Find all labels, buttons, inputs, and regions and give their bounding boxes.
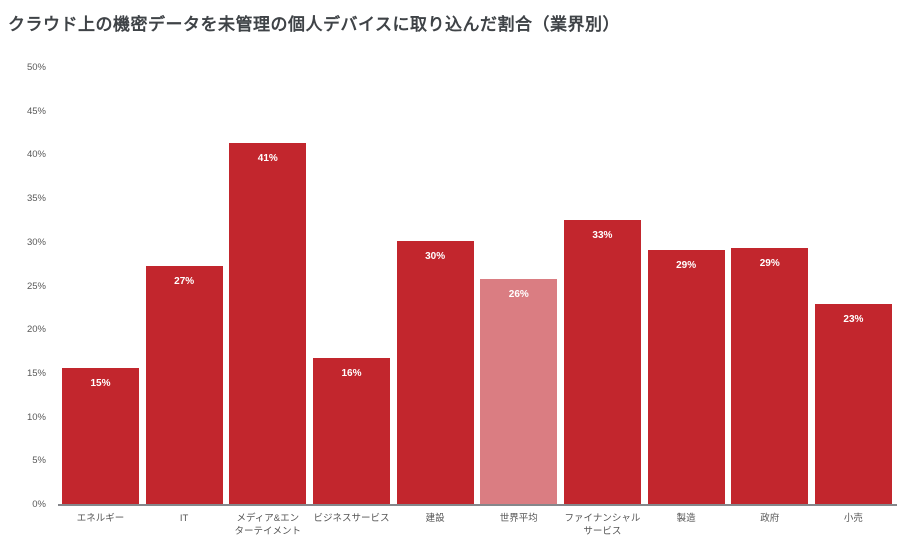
- y-tick-label: 25%: [26, 280, 46, 292]
- x-category-label-text: IT: [179, 513, 189, 524]
- bar-industry: 15%: [62, 367, 139, 505]
- bar-industry: 41%: [229, 143, 307, 505]
- bar-value-label: 29%: [676, 259, 697, 271]
- x-category-label-text: 世界平均: [499, 513, 538, 524]
- bar-industry: 27%: [145, 266, 223, 505]
- bar-industry: 29%: [731, 248, 809, 505]
- bar-industry: 33%: [563, 220, 641, 505]
- x-category-label: 小売: [815, 512, 892, 538]
- bar-value-label: 16%: [341, 368, 362, 380]
- bar-industry: 23%: [814, 303, 892, 505]
- bar-value-label: 41%: [257, 153, 278, 165]
- y-tick-label: 40%: [26, 149, 46, 161]
- x-category-label: 政府: [731, 512, 808, 538]
- x-category-label-text: エネルギー: [76, 513, 125, 524]
- plot-area: 15% 27% 41% 16% 30% 26% 33% 29% 29% 23%: [62, 68, 892, 505]
- chart-title: クラウド上の機密データを未管理の個人デバイスに取り込んだ割合（業界別）: [8, 15, 620, 34]
- y-tick-label: 10%: [26, 411, 46, 423]
- y-tick-label: 15%: [26, 367, 46, 379]
- bar-value-label: 29%: [759, 258, 780, 270]
- y-tick-label: 0%: [32, 499, 46, 510]
- y-tick-label: 35%: [26, 193, 46, 205]
- x-category-label: 製造: [648, 512, 725, 538]
- x-category-label: 世界平均: [480, 512, 557, 538]
- bar-value-label: 33%: [592, 230, 613, 242]
- x-category-label: IT: [146, 512, 223, 538]
- y-tick-label: 45%: [26, 105, 46, 117]
- x-axis-line: [58, 504, 897, 506]
- x-category-label: ファイナンシャル サービス: [564, 512, 641, 538]
- x-category-label-text: 建設: [425, 513, 445, 524]
- x-category-label: メディア&エン ターテイメント: [229, 512, 306, 538]
- bar-value-label: 26%: [508, 288, 529, 300]
- x-axis-labels: エネルギー IT メディア&エン ターテイメント ビジネスサービス 建設 世界平均 ファイナ…: [62, 512, 892, 538]
- bar-industry: 30%: [396, 241, 474, 505]
- y-tick-label: 20%: [26, 324, 46, 336]
- y-tick-label: 5%: [32, 455, 46, 467]
- bar-industry: 16%: [312, 358, 390, 505]
- y-tick-label: 50%: [26, 62, 46, 73]
- x-category-label: ビジネスサービス: [313, 512, 390, 538]
- bar-value-label: 15%: [90, 377, 111, 389]
- bar-industry: 29%: [647, 249, 725, 505]
- x-category-label-text: 製造: [676, 513, 696, 524]
- y-axis: 0% 5% 10% 15% 20% 25% 30% 35% 40% 45% 50%: [0, 63, 46, 510]
- y-tick-label: 30%: [26, 236, 46, 248]
- x-category-label-text: 小売: [843, 513, 863, 524]
- bar-value-label: 27%: [174, 276, 195, 288]
- bar-world-average: 26%: [480, 278, 558, 505]
- x-category-label-text: メディア&エン ターテイメント: [234, 513, 302, 537]
- x-category-label-text: ファイナンシャル サービス: [564, 513, 641, 537]
- bar-value-label: 23%: [843, 313, 864, 325]
- bar-value-label: 30%: [425, 251, 446, 263]
- x-category-label: エネルギー: [62, 512, 139, 538]
- x-category-label-text: ビジネスサービス: [313, 513, 390, 524]
- x-category-label: 建設: [397, 512, 474, 538]
- x-category-label-text: 政府: [760, 513, 780, 524]
